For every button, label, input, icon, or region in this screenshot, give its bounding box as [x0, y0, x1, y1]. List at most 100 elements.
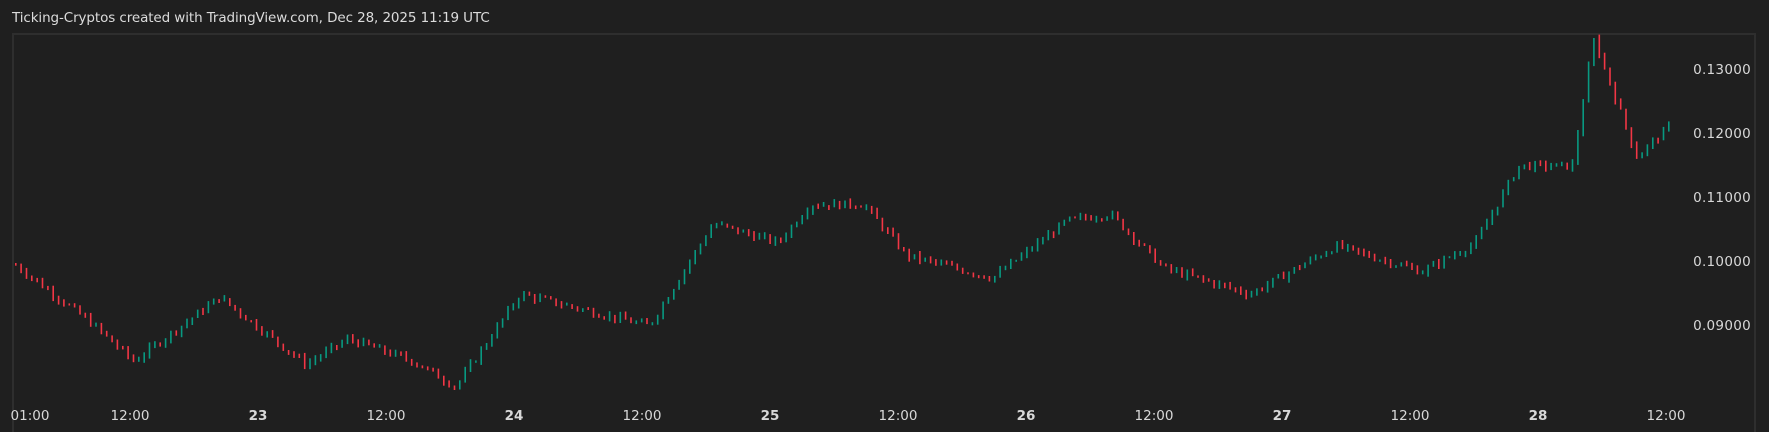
candle-up	[362, 337, 365, 347]
candle-up	[1507, 179, 1510, 196]
candle-down	[1298, 265, 1301, 271]
candle-up	[774, 236, 777, 246]
candle-down	[919, 251, 921, 265]
candle-up	[459, 380, 461, 390]
time-label: 25	[760, 408, 780, 424]
candle-down	[935, 259, 937, 266]
candle-down	[336, 345, 338, 351]
candle-up	[1421, 270, 1424, 275]
candle-up	[1250, 290, 1253, 298]
candle-up	[1593, 38, 1595, 67]
candle-up	[1427, 264, 1429, 277]
candle-down	[897, 233, 900, 250]
candle-up	[223, 295, 226, 302]
candle-up	[314, 355, 317, 366]
candle-down	[47, 285, 49, 291]
candle-down	[956, 263, 959, 271]
candle-down	[175, 330, 178, 336]
time-label: 12:00	[110, 408, 150, 424]
candle-up	[1336, 241, 1338, 253]
candle-down	[533, 294, 536, 304]
candle-up	[480, 346, 482, 365]
candle-down	[111, 335, 113, 343]
candle-down	[389, 349, 392, 357]
candle-down	[646, 318, 648, 325]
candle-down	[271, 330, 274, 338]
candle-up	[95, 322, 97, 327]
candle-down	[1609, 67, 1611, 86]
candle-up	[501, 318, 504, 328]
candle-down	[1197, 275, 1199, 278]
candle-up	[844, 200, 846, 209]
candle-down	[1117, 211, 1119, 221]
candle-down	[357, 339, 359, 348]
candle-down	[132, 354, 135, 363]
candle-down	[603, 316, 605, 320]
candle-down	[908, 248, 910, 262]
candle-up	[1534, 160, 1536, 173]
candle-down	[250, 320, 252, 323]
candle-down	[544, 295, 547, 298]
candle-up	[635, 320, 638, 325]
candle-up	[475, 360, 477, 363]
candle-down	[1154, 248, 1156, 263]
candle-up	[1523, 164, 1526, 170]
candle-down	[1545, 160, 1547, 172]
candle-up	[1459, 251, 1461, 256]
candle-up	[325, 346, 327, 359]
candle-up	[539, 293, 541, 303]
candle-down	[116, 339, 119, 350]
candle-up	[1309, 256, 1312, 265]
candle-down	[277, 336, 279, 348]
candle-down	[876, 207, 878, 219]
candle-up	[1432, 260, 1435, 267]
price-label: 0.11000	[1693, 190, 1751, 206]
candle-down	[1090, 215, 1092, 221]
candle-down	[352, 334, 354, 344]
candle-down	[571, 304, 573, 309]
candle-down	[780, 237, 782, 244]
candle-up	[1079, 212, 1082, 221]
candle-up	[266, 331, 268, 338]
candle-down	[624, 311, 627, 320]
candle-down	[437, 368, 440, 379]
candle-up	[191, 317, 194, 325]
candle-up	[796, 221, 798, 228]
candle-up	[656, 314, 659, 325]
candle-up	[1256, 288, 1258, 296]
candle-up	[309, 358, 311, 370]
candle-up	[1641, 152, 1643, 159]
candle-up	[1288, 271, 1290, 283]
candle-down	[1159, 260, 1162, 266]
candle-up	[1646, 144, 1649, 157]
candle-up	[1175, 267, 1178, 274]
candle-up	[758, 232, 761, 240]
time-label: 23	[248, 408, 268, 424]
candle-down	[945, 260, 948, 265]
candle-up	[566, 302, 568, 306]
candle-up	[1068, 216, 1071, 222]
candle-down	[245, 314, 247, 321]
candle-up	[138, 356, 140, 362]
candle-up	[1347, 243, 1349, 252]
candle-up	[1400, 262, 1403, 267]
candle-down	[1261, 287, 1263, 292]
candle-up	[582, 308, 584, 312]
candle-up	[1272, 277, 1274, 288]
price-label: 0.13000	[1693, 62, 1751, 78]
candle-up	[207, 301, 210, 314]
candle-up	[1448, 256, 1451, 259]
candle-up	[1518, 165, 1520, 180]
time-label: 28	[1528, 408, 1548, 424]
candle-up	[1111, 210, 1114, 220]
candle-up	[1020, 252, 1023, 261]
candle-down	[753, 231, 755, 241]
candle-up	[833, 199, 836, 208]
candle-down	[298, 353, 301, 358]
candle-down	[1133, 232, 1135, 245]
price-label: 0.10000	[1693, 254, 1751, 270]
candle-up	[1036, 238, 1039, 252]
time-label: 01:00	[10, 408, 50, 424]
candle-down	[1373, 253, 1376, 262]
